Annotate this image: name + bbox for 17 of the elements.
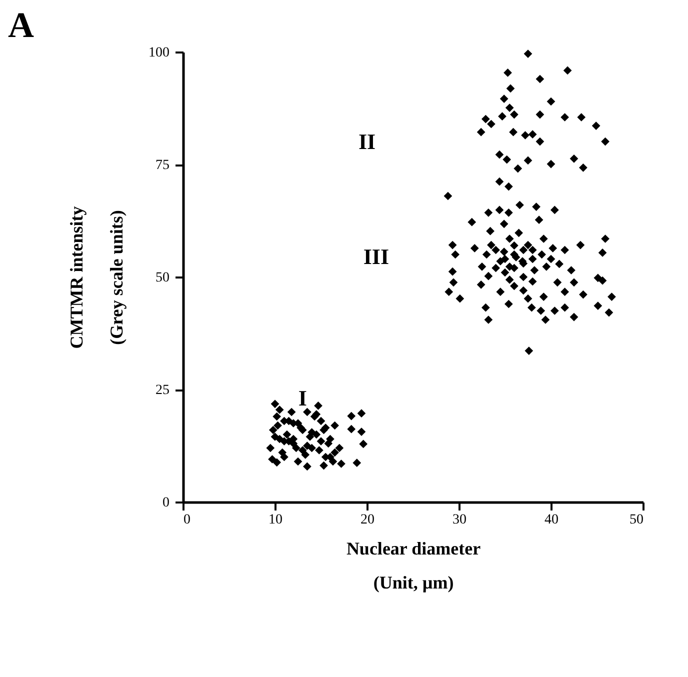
y-tick-label: 25 [156, 383, 170, 398]
y-tick-label: 100 [148, 46, 170, 60]
annotation: III [363, 244, 390, 269]
x-tick-label: 50 [630, 512, 644, 528]
chart-title: A [8, 5, 34, 45]
x-tick-label: 10 [268, 512, 282, 528]
annotation: II [358, 129, 376, 154]
y-axis-title: CMTMR intensity (Grey scale units) [66, 206, 126, 349]
annotation: I [298, 386, 307, 410]
x-tick-label: 20 [360, 512, 374, 528]
x-axis-title: Nuclear diameter (Unit, µm) [346, 538, 481, 592]
y-tick-label: 0 [162, 496, 170, 510]
x-tick-label: 0 [184, 512, 190, 528]
x-tick-label: 30 [452, 512, 466, 528]
y-tick-label: 50 [156, 270, 170, 286]
x-tick-label: 40 [544, 512, 558, 528]
y-tick-label: 75 [156, 158, 170, 173]
